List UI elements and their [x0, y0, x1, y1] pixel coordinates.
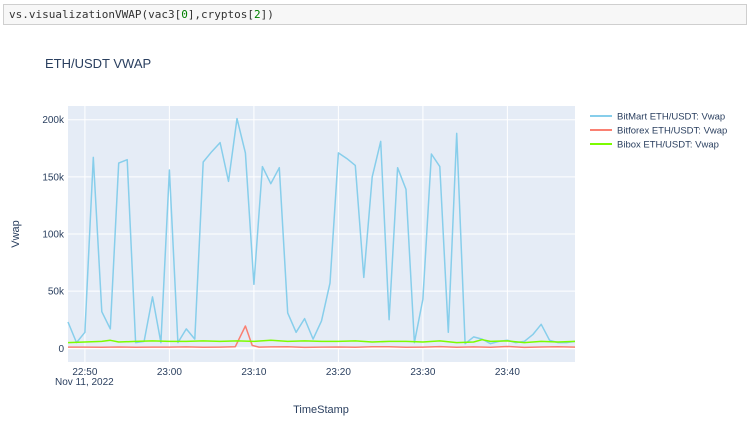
x-tick-labels: 22:50 23:00 23:10 23:20 23:30 23:40 — [72, 367, 520, 378]
x-tick-label: 23:30 — [410, 367, 435, 378]
code-suffix: ]) — [260, 8, 274, 21]
code-index-1: 0 — [181, 8, 188, 21]
x-tick-label: 22:50 — [72, 367, 97, 378]
code-cell[interactable]: vs.visualizationVWAP(vac3[0],cryptos[2]) — [3, 4, 747, 25]
y-tick-label: 100k — [42, 230, 65, 241]
code-prefix: vs.visualizationVWAP(vac3[ — [9, 8, 182, 21]
legend-item-2[interactable]: Bibox ETH/USDT: Vwap — [590, 140, 719, 151]
x-tick-label: 23:00 — [157, 367, 182, 378]
x-tick-label: 23:20 — [326, 367, 351, 378]
series-line-0[interactable] — [67, 117, 576, 345]
y-tick-label: 50k — [48, 287, 65, 298]
legend-label: Bitforex ETH/USDT: Vwap — [617, 126, 727, 137]
x-tick-label: 23:10 — [241, 367, 266, 378]
y-tick-labels: 0 50k 100k 150k 200k — [42, 115, 65, 355]
legend-item-0[interactable]: BitMart ETH/USDT: Vwap — [590, 112, 725, 123]
y-tick-label: 0 — [58, 344, 64, 355]
x-date-label: Nov 11, 2022 — [55, 377, 114, 388]
chart-title: ETH/USDT VWAP — [45, 56, 151, 71]
y-tick-label: 150k — [42, 172, 65, 183]
code-middle: ],cryptos[ — [187, 8, 255, 21]
series-line-1[interactable] — [68, 325, 576, 349]
legend[interactable]: BitMart ETH/USDT: Vwap Bitforex ETH/USDT:… — [590, 112, 727, 151]
y-axis-title: Vwap — [10, 220, 22, 248]
y-tick-label: 200k — [42, 115, 65, 126]
legend-item-1[interactable]: Bitforex ETH/USDT: Vwap — [590, 126, 727, 137]
vwap-chart: ETH/USDT VWAP 0 50k 100k 150k 200k 22:50 23:0… — [10, 56, 727, 416]
series-lines — [67, 117, 576, 349]
code-index-2: 2 — [254, 8, 261, 21]
legend-label: Bibox ETH/USDT: Vwap — [617, 140, 719, 151]
x-tick-label: 23:40 — [495, 367, 520, 378]
x-axis-title: TimeStamp — [293, 404, 349, 416]
series-line-2[interactable] — [67, 338, 576, 344]
legend-label: BitMart ETH/USDT: Vwap — [617, 112, 725, 123]
y-gridlines — [68, 119, 575, 350]
